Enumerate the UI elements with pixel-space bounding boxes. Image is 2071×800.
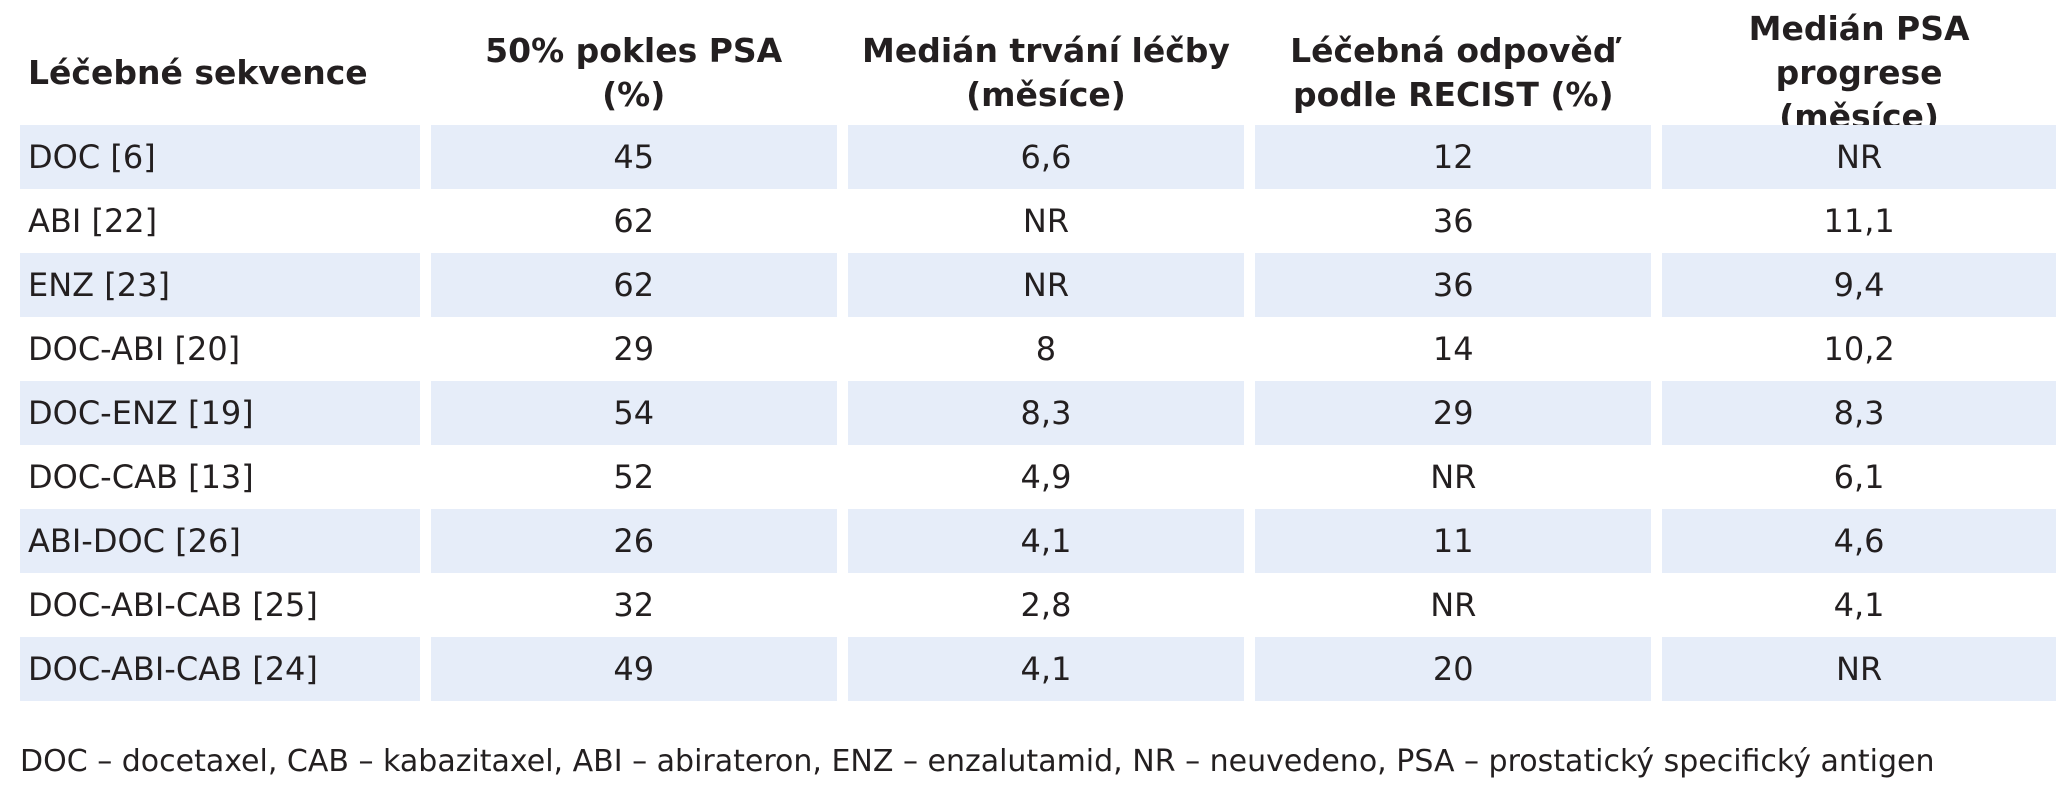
cell-psa-progression: 6,1 — [1833, 458, 1885, 496]
cell-sequence: DOC-ENZ [19] — [20, 381, 420, 445]
cell-psa-decline: 62 — [613, 202, 655, 240]
cell-recist-response: NR — [1430, 458, 1477, 496]
cell-psa-progression: 4,6 — [1662, 509, 2056, 573]
cell-sequence: DOC-CAB [13] — [28, 458, 254, 496]
cell-psa-progression: 9,4 — [1662, 253, 2056, 317]
cell-treatment-duration: NR — [847, 253, 1245, 317]
header-median-treatment-duration: Medián trvání léčby (měsíce) — [862, 30, 1230, 114]
cell-sequence: DOC-ABI [20] — [28, 330, 241, 368]
cell-treatment-duration: NR — [1022, 202, 1070, 240]
cell-recist-response: 36 — [1432, 202, 1474, 240]
cell-psa-decline: 49 — [430, 637, 837, 701]
cell-psa-progression: 10,2 — [1823, 330, 1895, 368]
cell-sequence: ABI-DOC [26] — [20, 509, 420, 573]
cell-treatment-duration: 8 — [1035, 330, 1057, 368]
cell-recist-response: 11 — [1255, 509, 1652, 573]
cell-psa-progression: NR — [1662, 125, 2056, 189]
cell-recist-response: NR — [1430, 586, 1477, 624]
cell-psa-progression: 4,1 — [1833, 586, 1885, 624]
cell-psa-decline: 45 — [430, 125, 837, 189]
results-table: Léčebné sekvence 50% pokles PSA (%) Medi… — [20, 9, 2056, 701]
cell-treatment-duration: 4,1 — [847, 637, 1245, 701]
table-footnote: DOC – docetaxel, CAB – kabazitaxel, ABI … — [20, 744, 1935, 779]
cell-psa-decline: 29 — [613, 330, 655, 368]
table-row: ABI [22] 62 NR 36 11,1 — [20, 189, 2056, 253]
table-row: DOC-ABI-CAB [24] 49 4,1 20 NR — [20, 637, 2056, 701]
cell-recist-response: 36 — [1255, 253, 1652, 317]
cell-recist-response: 14 — [1432, 330, 1474, 368]
cell-psa-decline: 26 — [430, 509, 837, 573]
cell-psa-progression: 8,3 — [1662, 381, 2056, 445]
table-row: ABI-DOC [26] 26 4,1 11 4,6 — [20, 509, 2056, 573]
table-row: DOC-ABI [20] 29 8 14 10,2 — [20, 317, 2056, 381]
cell-treatment-duration: 8,3 — [847, 381, 1245, 445]
cell-sequence: DOC [6] — [20, 125, 420, 189]
cell-sequence: DOC-ABI-CAB [24] — [20, 637, 420, 701]
cell-treatment-duration: 4,9 — [1020, 458, 1072, 496]
cell-sequence: DOC-ABI-CAB [25] — [28, 586, 318, 624]
table-header-row: Léčebné sekvence 50% pokles PSA (%) Medi… — [20, 9, 2056, 136]
table-row: ENZ [23] 62 NR 36 9,4 — [20, 253, 2056, 317]
cell-sequence: ABI [22] — [28, 202, 158, 240]
cell-psa-decline: 32 — [613, 586, 655, 624]
cell-psa-progression: 11,1 — [1823, 202, 1895, 240]
cell-treatment-duration: 2,8 — [1020, 586, 1072, 624]
cell-psa-progression: NR — [1662, 637, 2056, 701]
table-row: DOC-CAB [13] 52 4,9 NR 6,1 — [20, 445, 2056, 509]
table-row: DOC [6] 45 6,6 12 NR — [20, 125, 2056, 189]
cell-sequence: ENZ [23] — [20, 253, 420, 317]
table-row: DOC-ABI-CAB [25] 32 2,8 NR 4,1 — [20, 573, 2056, 637]
cell-recist-response: 20 — [1255, 637, 1652, 701]
cell-treatment-duration: 4,1 — [847, 509, 1245, 573]
cell-treatment-duration: 6,6 — [847, 125, 1245, 189]
cell-psa-decline: 62 — [430, 253, 837, 317]
header-treatment-sequence: Léčebné sekvence — [28, 52, 368, 92]
table-row: DOC-ENZ [19] 54 8,3 29 8,3 — [20, 381, 2056, 445]
header-recist-response: Léčebná odpověď podle RECIST (%) — [1290, 30, 1617, 114]
header-median-psa-progression: Medián PSA progrese (měsíce) — [1748, 8, 1970, 136]
cell-psa-decline: 54 — [430, 381, 837, 445]
cell-recist-response: 12 — [1255, 125, 1652, 189]
header-psa-decline: 50% pokles PSA (%) — [485, 30, 783, 114]
cell-psa-decline: 52 — [613, 458, 655, 496]
cell-recist-response: 29 — [1255, 381, 1652, 445]
